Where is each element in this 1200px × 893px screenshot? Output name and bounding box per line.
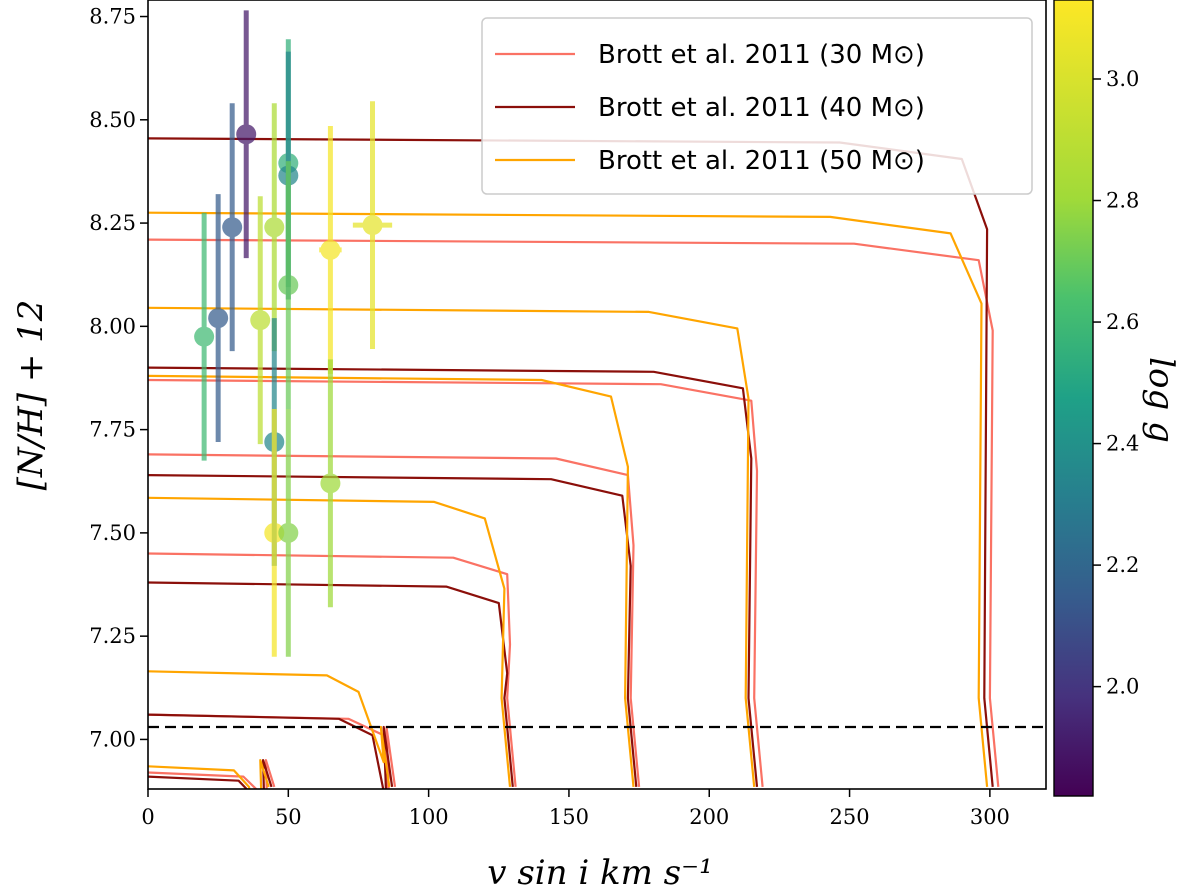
marker [264,217,285,238]
colorbar-ticks: 2.0 2.2 2.4 2.6 2.8 3.0 [1093,67,1139,699]
y-tick-label: 8.25 [89,211,136,235]
x-tick-label: 50 [275,805,302,829]
data-point-14 [352,101,393,350]
data-point-7 [264,408,285,657]
colorbar-tick-label: 2.4 [1106,432,1139,456]
legend-box [481,17,1033,195]
x-axis-title: v sin i km s⁻¹ [487,853,712,893]
colorbar-tick-label: 2.2 [1106,553,1139,577]
track-m30-2 [148,453,641,788]
track-m50-0 [148,211,989,788]
y-tick-label: 7.75 [89,418,136,442]
track-m30-1 [148,378,764,788]
marker [236,124,257,145]
y-tick-label: 7.00 [89,727,136,751]
track-m40-3 [148,581,514,788]
x-tick-label: 100 [409,805,449,829]
data-point-11 [278,408,299,657]
legend-label-m50: Brott et al. 2011 (50 M⊙) [598,146,925,176]
marker [222,217,243,238]
x-tick-label: 150 [549,805,589,829]
data-point-13 [320,359,341,608]
data-point-4 [250,196,271,445]
x-tick-label: 300 [970,805,1010,829]
x-tick-label: 250 [830,805,870,829]
y-tick-label: 8.00 [89,314,136,338]
track-m50-3 [148,496,512,788]
y-tick-label: 8.50 [89,108,136,132]
colorbar-tick-label: 2.8 [1106,189,1139,213]
y-tick-label: 7.25 [89,624,136,648]
legend-label-m40: Brott et al. 2011 (40 M⊙) [598,93,925,123]
marker [264,522,285,543]
x-tick-label: 0 [141,805,154,829]
data-point-1 [208,194,229,443]
marker [362,215,383,236]
track-m30-3 [148,552,517,788]
marker [208,308,229,329]
data-point-0 [194,212,215,461]
colorbar [1053,0,1094,797]
y-axis-title: [N/H] + 12 [11,300,51,491]
marker [278,275,299,296]
track-m30-5 [148,759,276,789]
y-tick-label: 7.50 [89,521,136,545]
legend: Brott et al. 2011 (30 M⊙) Brott et al. 20… [481,17,1033,195]
track-m40-2 [148,474,638,788]
legend-label-m30: Brott et al. 2011 (30 M⊙) [598,40,925,70]
data-point-3 [236,10,257,259]
y-axis-ticks: 7.00 7.25 7.50 7.75 8.00 8.25 8.50 8.75 [89,5,148,751]
data-point-10 [278,161,299,409]
data-points [194,10,393,657]
data-point-2 [222,103,243,352]
track-m50-2 [148,374,635,788]
colorbar-label: log g [1141,357,1181,443]
plot-frame [147,0,1047,790]
x-axis-ticks: 0 50 100 150 200 250 300 [141,789,1010,829]
marker [250,310,271,331]
marker [320,473,341,494]
data-point-12 [319,125,342,374]
colorbar-tick-label: 2.6 [1106,310,1139,334]
colorbar-tick-label: 2.0 [1106,675,1139,699]
x-tick-label: 200 [689,805,729,829]
track-m40-5 [148,759,273,789]
track-m50-5 [148,759,270,789]
marker [278,522,299,543]
track-m40-4 [148,713,394,789]
track-m40-1 [148,366,759,788]
colorbar-tick-label: 3.0 [1106,67,1139,91]
track-m50-1 [148,306,756,788]
y-tick-label: 8.75 [89,5,136,29]
marker [320,239,341,260]
marker [194,326,215,347]
data-point-5 [264,103,285,352]
